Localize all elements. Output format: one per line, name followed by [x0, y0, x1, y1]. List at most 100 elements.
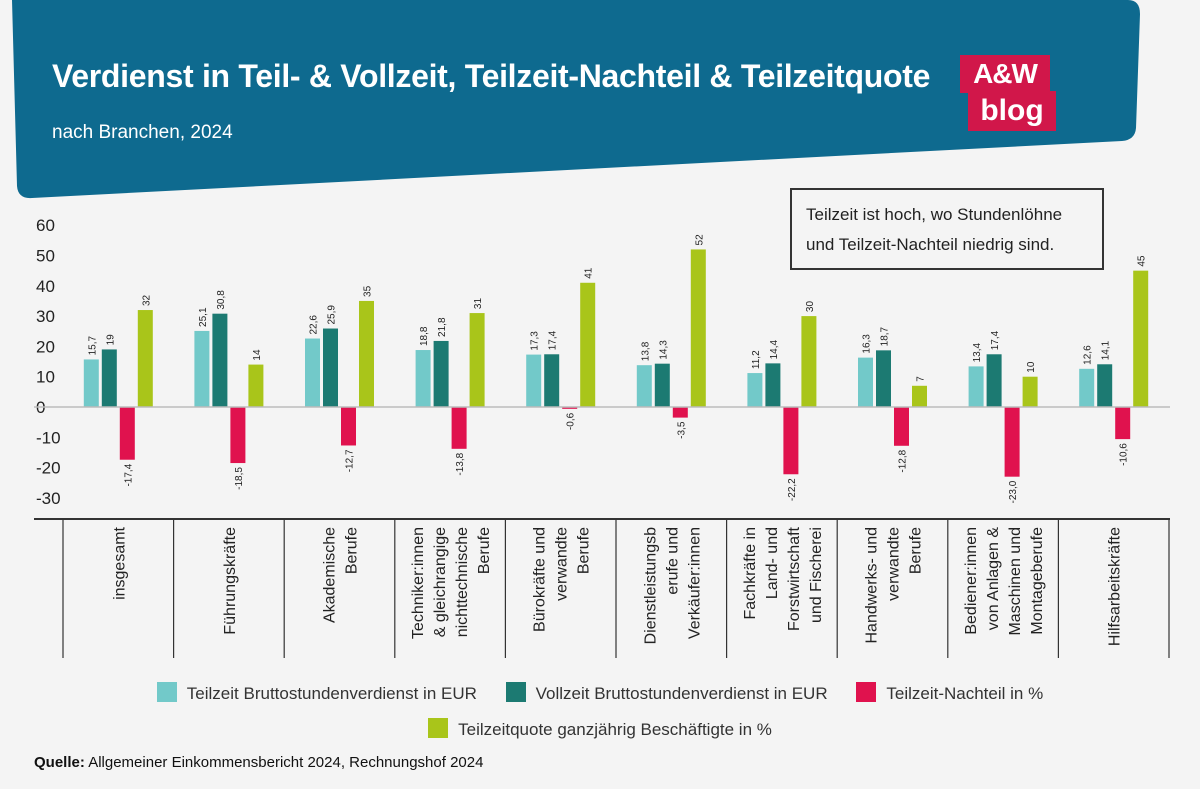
y-tick-label: 50: [36, 247, 55, 266]
legend-label-nachteil: Teilzeit-Nachteil in %: [886, 684, 1044, 703]
category-label: & gleichrangige: [432, 527, 449, 637]
brand-logo: A&W blog: [960, 55, 1056, 133]
y-tick-label: 60: [36, 216, 55, 235]
bar: [415, 350, 431, 407]
bar: [323, 328, 338, 407]
bar: [580, 282, 596, 407]
y-tick-label: -30: [36, 489, 61, 508]
bar: [101, 349, 117, 407]
data-label: -12,7: [345, 449, 356, 472]
bar: [672, 407, 688, 418]
data-label: -23,0: [1008, 480, 1019, 503]
category-label: Land- und: [764, 527, 781, 599]
bar: [968, 366, 984, 407]
category-label: erufe und: [664, 527, 681, 595]
data-label: 10: [1026, 361, 1037, 373]
annotation-line-1: Teilzeit ist hoch, wo Stundenlöhne: [806, 205, 1063, 224]
bar: [654, 363, 670, 407]
bar: [783, 407, 799, 475]
category-label: Montageberufe: [1029, 527, 1046, 635]
category-label: verwandte: [554, 527, 571, 601]
page-title: Verdienst in Teil- & Vollzeit, Teilzeit-…: [52, 58, 931, 94]
category-label: Handwerks- und: [864, 527, 881, 644]
category-label: Berufe: [908, 527, 925, 574]
header-banner: [12, 0, 1140, 199]
data-label: -13,8: [455, 452, 466, 475]
data-label: -22,2: [787, 478, 798, 501]
legend-item-teilzeit: Teilzeit Bruttostundenverdienst in EUR: [156, 682, 477, 704]
data-label: 15,7: [87, 336, 98, 356]
bar: [248, 364, 264, 407]
data-label: 18,7: [880, 326, 891, 346]
bar: [894, 407, 909, 446]
bar: [690, 249, 706, 407]
category-label: Berufe: [476, 527, 493, 574]
data-label: 17,4: [548, 330, 559, 350]
y-tick-label: 10: [36, 368, 55, 387]
data-label: 45: [1137, 255, 1148, 267]
bar: [1115, 407, 1131, 440]
category-label: und Fischerei: [808, 527, 825, 623]
data-label: 30,8: [216, 290, 227, 310]
bar: [341, 407, 356, 446]
bar: [526, 354, 542, 407]
bar: [912, 385, 927, 407]
legend-label-quote: Teilzeitquote ganzjährig Beschäftigte in…: [458, 720, 772, 739]
source-note: Quelle: Allgemeiner Einkommensbericht 20…: [34, 754, 483, 771]
bar: [747, 373, 763, 407]
legend-item-nachteil: Teilzeit-Nachteil in %: [856, 682, 1043, 704]
legend-swatch-quote: [428, 718, 449, 738]
data-label: 13,8: [640, 341, 651, 361]
bar-chart: 6050403020100-10-20-3015,719-17,43225,13…: [34, 216, 1170, 658]
bar: [1022, 376, 1038, 407]
logo-top-text: A&W: [960, 55, 1050, 93]
data-label: 16,3: [862, 334, 873, 354]
legend-swatch-nachteil: [856, 682, 877, 702]
source-label: Quelle:: [34, 754, 85, 771]
data-label: 18,8: [419, 326, 430, 346]
data-label: -12,8: [898, 449, 909, 472]
data-label: 31: [473, 298, 484, 310]
bar: [1133, 270, 1149, 407]
y-tick-label: 40: [36, 277, 55, 296]
data-label: 30: [805, 301, 816, 313]
category-label: nichttechnische: [454, 527, 471, 637]
data-label: 17,4: [990, 330, 1001, 350]
category-label: insgesamt: [111, 526, 128, 599]
data-label: 22,6: [309, 315, 320, 335]
category-label: Berufe: [344, 527, 361, 574]
y-tick-label: 20: [36, 337, 55, 356]
source-text: Allgemeiner Einkommensbericht 2024, Rech…: [84, 754, 484, 771]
y-tick-label: 30: [36, 307, 55, 326]
y-tick-label: -20: [36, 459, 61, 478]
category-label: Forstwirtschaft: [786, 526, 803, 631]
annotation-line-2: und Teilzeit-Nachteil niedrig sind.: [806, 235, 1055, 254]
category-label: Dienstleistungsb: [642, 527, 659, 645]
data-label: 52: [694, 234, 705, 246]
data-label: 32: [141, 294, 152, 306]
data-label: 14,1: [1101, 340, 1112, 360]
legend-swatch-vollzeit: [505, 682, 526, 702]
category-label: Berufe: [576, 527, 593, 574]
legend-item-quote: Teilzeitquote ganzjährig Beschäftigte in…: [428, 718, 772, 740]
data-label: -3,5: [676, 421, 687, 439]
data-label: 25,1: [198, 307, 209, 327]
bar: [765, 363, 781, 407]
data-label: 35: [363, 285, 374, 297]
data-label: 11,2: [751, 350, 762, 369]
bar: [801, 316, 817, 407]
bar: [137, 310, 153, 407]
legend-row-1: Teilzeit Bruttostundenverdienst in EUR V…: [0, 682, 1200, 704]
data-label: 13,4: [972, 342, 983, 362]
page-subtitle: nach Branchen, 2024: [52, 122, 233, 143]
category-label: Verkäufer:innen: [686, 527, 703, 639]
bar: [451, 407, 467, 449]
data-label: 41: [584, 267, 595, 279]
legend-label-vollzeit: Vollzeit Bruttostundenverdienst in EUR: [535, 684, 828, 703]
data-label: 14,4: [769, 339, 780, 359]
bar: [433, 340, 449, 407]
data-label: -10,6: [1119, 443, 1130, 466]
bar: [986, 354, 1002, 407]
bar: [1097, 364, 1113, 407]
data-label: 19: [105, 334, 116, 346]
